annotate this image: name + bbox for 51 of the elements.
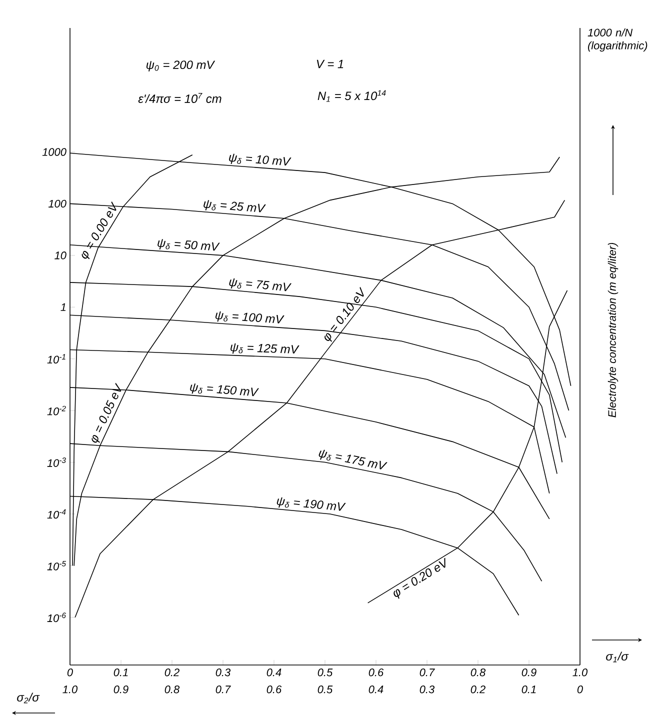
- annotation: N$_{1}$ = 5 x 10$^{14}$: [318, 90, 386, 102]
- y-tick-label: 1: [60, 303, 66, 311]
- y-tick-label: 100: [48, 200, 66, 208]
- x-tick-label: 0.6: [368, 668, 384, 676]
- x-tick-label: 0.3: [216, 668, 231, 676]
- annotation: ψ$_{0}$ = 200 mV: [146, 60, 216, 72]
- x-tick-label: 0.8: [470, 668, 486, 676]
- text: φ = 0.20 eV: [394, 558, 446, 599]
- text: φ = 0.05 eV: [92, 382, 122, 443]
- x2-tick-label: 0.9: [114, 686, 128, 694]
- x2-tick-label: 0: [577, 686, 584, 694]
- x-tick-label: 0.1: [114, 668, 128, 676]
- y-tick-label: 10: [54, 252, 66, 260]
- series-label: ψ$_{δ}$ = 25 mV: [204, 200, 266, 212]
- x2-tick-label: 0.7: [216, 686, 232, 694]
- x2-tick-label: 0.6: [266, 686, 282, 694]
- annotation: V = 1: [316, 60, 344, 68]
- annotation: ε'/4πσ = 10$^{7}$ cm: [138, 93, 222, 103]
- x2-tick-label: 0.4: [368, 686, 384, 694]
- y-tick-label: 10$^{-1}$: [47, 354, 66, 364]
- x-tick-label: 0.9: [522, 668, 536, 676]
- text: ψ$_{δ}$ = 190 mV: [276, 497, 346, 511]
- series-label: ψ$_{δ}$ = 100 mV: [216, 311, 284, 324]
- x-tick-label: 0.5: [318, 668, 333, 676]
- series-label: ψ$_{δ}$ = 50 mV: [158, 239, 220, 251]
- x2-tick-label: 0.3: [420, 686, 435, 694]
- x2-tick-label: 0.1: [522, 686, 536, 694]
- x2-tick-label: 0.2: [470, 686, 486, 694]
- series-label: ψ$_{δ}$ = 125 mV: [230, 343, 300, 354]
- y-tick-label: 10$^{-2}$: [47, 406, 66, 416]
- series-label: ψ$_{δ}$ = 150 mV: [190, 383, 260, 396]
- y-tick-label: 10$^{-6}$: [47, 612, 66, 622]
- x2-tick-label: 1.0: [62, 686, 78, 694]
- x-axis-title: σ$_{1}$/σ: [606, 652, 629, 662]
- x-tick-label: 0.4: [266, 668, 282, 676]
- text: ψ$_{δ}$ = 175 mV: [318, 450, 388, 470]
- y-tick-label: 1000: [42, 148, 66, 156]
- x2-axis-title: σ$_{2}$/σ: [17, 692, 40, 704]
- x-tick-label: 1.0: [572, 668, 588, 676]
- x2-tick-label: 0.8: [164, 686, 180, 694]
- x-tick-label: 0.7: [420, 668, 436, 676]
- series-label: ψ$_{δ}$ = 10 mV: [229, 154, 292, 166]
- y-tick-label: 10$^{-5}$: [47, 561, 66, 570]
- text: ψ$_{δ}$ = 75 mV: [229, 278, 292, 292]
- y-axis-title: Electrolyte concentration (m eq/liter): [608, 242, 618, 418]
- x-tick-label: 0.2: [164, 668, 180, 676]
- y-tick-label: 10$^{-4}$: [47, 509, 66, 519]
- y-tick-label: 10$^{-3}$: [47, 458, 66, 467]
- x2-tick-label: 0.5: [318, 686, 333, 694]
- text: 1000 n/N (logarithmic): [588, 28, 648, 52]
- x-tick-label: 0: [68, 668, 74, 676]
